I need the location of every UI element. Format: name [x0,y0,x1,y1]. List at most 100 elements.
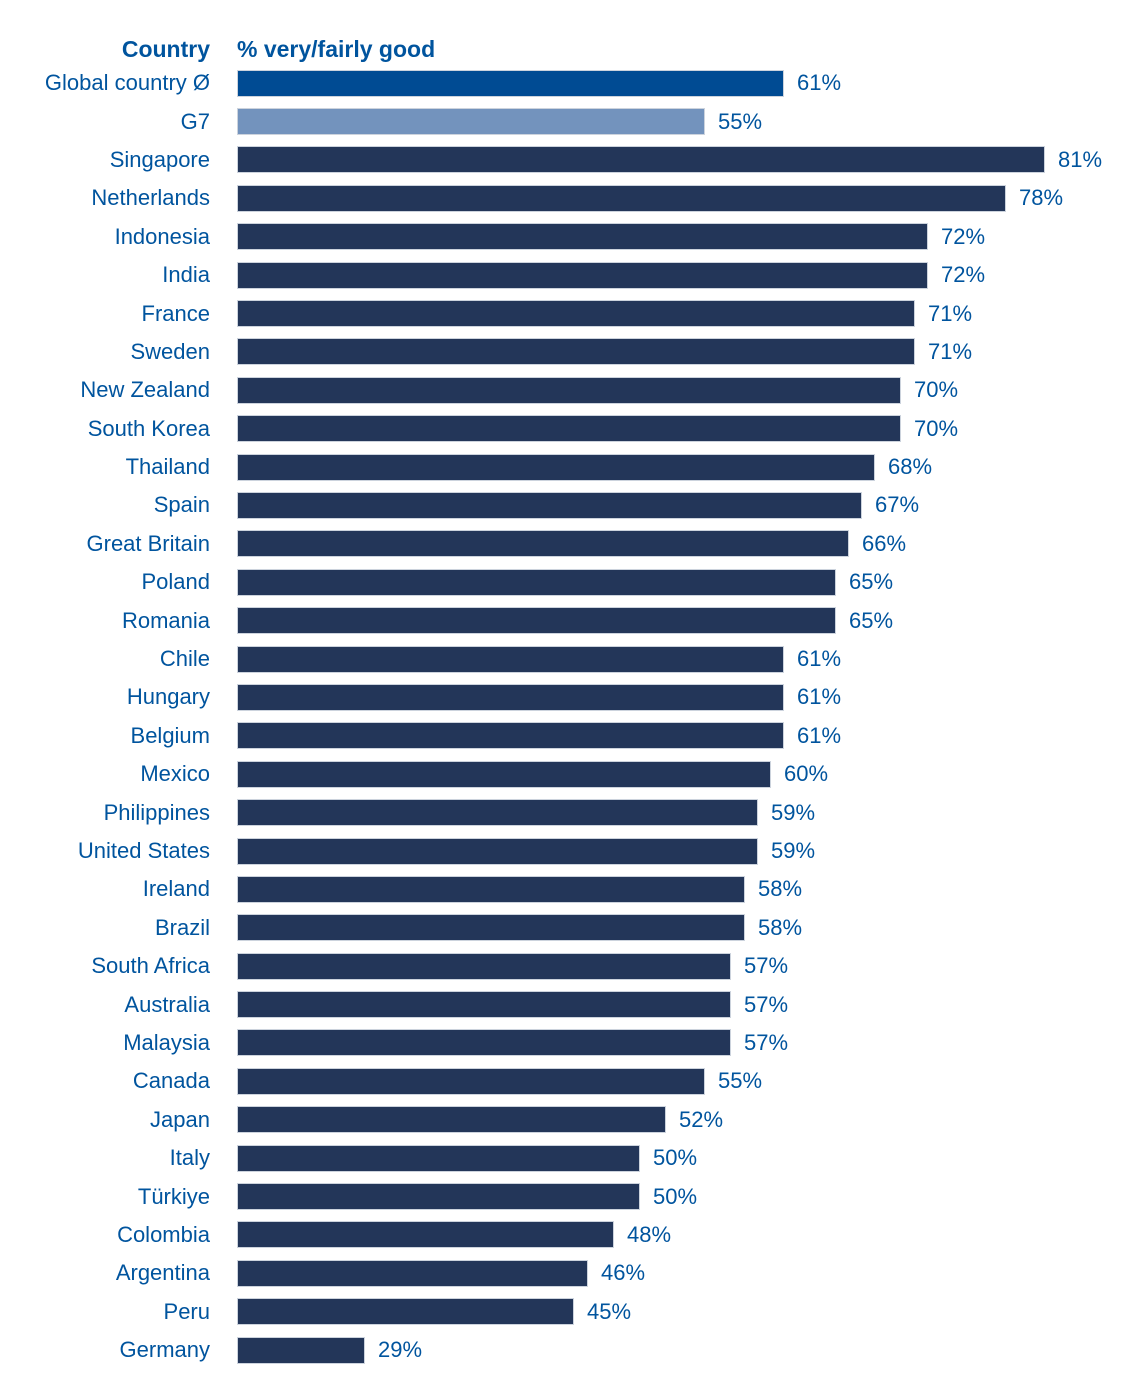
bar-row: Japan 52% [0,1101,1128,1139]
bar-area: 67% [237,491,1128,519]
bar-rows: Global country Ø 61% G7 55% Singapore 81% Neth… [0,64,1128,1369]
bar [237,1259,588,1287]
bar [237,952,731,980]
bar [237,1183,640,1211]
bar-row: Canada 55% [0,1062,1128,1100]
bar-row: Peru 45% [0,1293,1128,1331]
bar-row: Malaysia 57% [0,1024,1128,1062]
bar [237,1298,574,1326]
bar-area: 68% [237,453,1128,481]
country-label: New Zealand [80,377,210,403]
country-label: Australia [124,991,210,1017]
value-label: 29% [378,1337,423,1363]
bar-row: Chile 61% [0,640,1128,678]
value-label: 72% [941,223,986,249]
country-label: South Korea [87,415,210,441]
bar-area: 70% [237,415,1128,443]
value-label: 59% [771,838,816,863]
country-label: Indonesia [114,223,210,249]
value-label: 67% [875,492,920,518]
bar-row: United States 59% [0,832,1128,870]
bar-row: Poland 65% [0,563,1128,601]
value-label: 78% [1019,185,1064,211]
bar [237,415,901,443]
bar-area: 70% [237,376,1128,404]
bar-row: Indonesia 72% [0,218,1128,256]
bar [237,645,784,673]
bar [237,875,745,903]
bar [237,1336,365,1364]
country-column-header: Country [121,36,210,62]
country-label: Sweden [130,338,210,364]
country-label: Malaysia [123,1029,210,1055]
bar-area: 46% [237,1259,1128,1287]
bar-area: 78% [237,184,1128,212]
bar-area: 58% [237,914,1128,942]
bar-area: 55% [237,108,1128,136]
value-label: 52% [679,1106,724,1132]
value-label: 48% [627,1221,672,1247]
value-label: 58% [758,876,803,902]
bar [237,300,915,328]
bar-row: India 72% [0,256,1128,294]
value-label: 61% [797,684,842,710]
value-label: 50% [653,1145,698,1171]
bar [237,722,784,750]
bar [237,108,705,136]
bar [237,184,1006,212]
value-label: 72% [941,262,986,288]
bar-area: 65% [237,607,1128,635]
bar-area: 55% [237,1067,1128,1095]
chart-header: Country % very/fairly good [0,0,1128,64]
bar-area: 61% [237,645,1128,673]
bar [237,1144,640,1172]
bar-area: 57% [237,1029,1128,1057]
country-label: Belgium [130,722,210,748]
value-label: 57% [744,1029,789,1055]
country-label: United States [77,838,210,863]
country-label: Poland [141,569,210,595]
bar-row: Mexico 60% [0,755,1128,793]
country-label: Colombia [117,1221,210,1247]
country-label: Japan [150,1106,210,1132]
bar [237,338,915,366]
bar [237,914,745,942]
bar-row: Brazil 58% [0,909,1128,947]
country-label: Netherlands [91,185,210,211]
bar-row: Netherlands 78% [0,179,1128,217]
country-label: Spain [153,492,210,518]
country-label: France [141,300,210,326]
bar-area: 45% [237,1298,1128,1326]
bar-row: Argentina 46% [0,1254,1128,1292]
bar [237,1106,666,1134]
value-label: 59% [771,799,816,825]
bar-area: 72% [237,223,1128,251]
value-label: 71% [928,338,973,364]
bar-area: 61% [237,722,1128,750]
bar-row: Australia 57% [0,985,1128,1023]
bar-row: Colombia 48% [0,1216,1128,1254]
value-label: 55% [718,1068,763,1094]
value-label: 61% [797,722,842,748]
bar-area: 65% [237,568,1128,596]
country-label: Canada [132,1068,210,1094]
country-label: Brazil [154,914,210,940]
bar-row: Sweden 71% [0,333,1128,371]
country-label: Chile [159,646,210,672]
bar [237,376,901,404]
bar [237,1221,614,1249]
value-label: 65% [849,607,894,633]
bar [237,799,758,827]
bar-area: 57% [237,952,1128,980]
bar [237,69,784,97]
bar-area: 71% [237,338,1128,366]
value-label: 57% [744,953,789,979]
value-label: 50% [653,1183,698,1209]
value-label: 66% [862,530,907,556]
value-column-header: % very/fairly good [237,36,436,62]
bar-area: 60% [237,760,1128,788]
country-label: Argentina [115,1260,210,1286]
bar-row: G7 55% [0,102,1128,140]
value-label: 45% [587,1298,632,1324]
